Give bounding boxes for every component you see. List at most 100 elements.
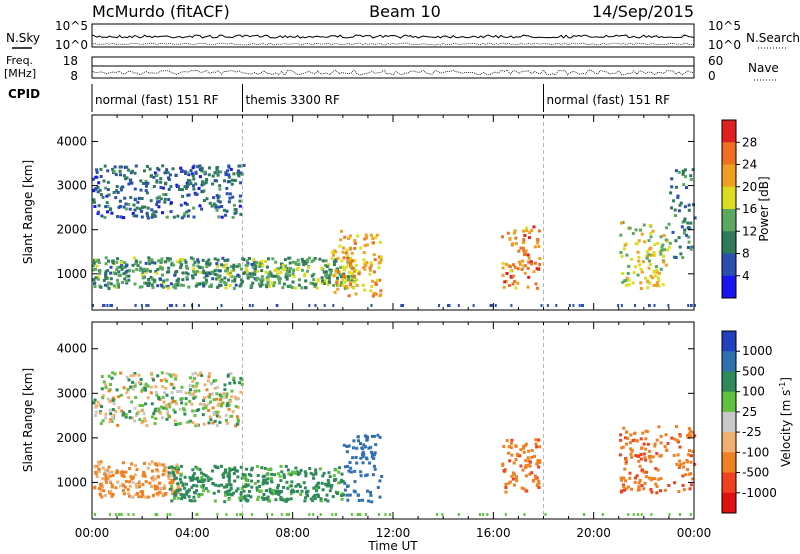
power-cell (252, 262, 256, 266)
velocity-cell (271, 513, 274, 516)
velocity-cell (131, 480, 135, 484)
power-cell (185, 185, 189, 188)
velocity-cell (122, 386, 126, 390)
power-cell (118, 265, 122, 269)
velocity-cell (153, 487, 157, 491)
velocity-cell (655, 491, 659, 495)
power-cell (265, 285, 269, 289)
power-cell (537, 267, 541, 271)
velocity-cell (128, 494, 131, 498)
power-cell (281, 267, 285, 271)
y-tick-label: 4000 (56, 342, 87, 356)
power-cell (123, 196, 127, 200)
velocity-cell (691, 449, 695, 453)
power-cell (662, 234, 666, 237)
power-cell (265, 276, 269, 279)
velocity-cell (317, 495, 320, 498)
velocity-cell (143, 461, 146, 465)
velocity-cell (505, 439, 509, 443)
velocity-cell (342, 493, 346, 497)
velocity-cell (166, 470, 170, 474)
power-cell (181, 194, 185, 198)
velocity-cell (135, 485, 139, 489)
velocity-cell (304, 496, 308, 500)
power-cell (129, 196, 133, 199)
velocity-cell (213, 499, 217, 503)
velocity-cell (663, 445, 667, 449)
nave-tick-top: 60 (708, 54, 723, 68)
velocity-cell (256, 498, 260, 502)
power-cell (368, 266, 372, 270)
velocity-cell (639, 457, 643, 461)
velocity-cell (101, 396, 105, 400)
velocity-cell (227, 477, 231, 481)
velocity-cell (101, 484, 105, 488)
power-cell (246, 273, 250, 277)
power-cell (335, 281, 339, 285)
power-cell (689, 221, 693, 225)
power-cell (261, 278, 265, 282)
power-cell (142, 269, 146, 273)
velocity-cell (233, 479, 237, 483)
velocity-cell (168, 487, 172, 491)
velocity-colorbar-swatch (722, 492, 736, 514)
velocity-cell (624, 487, 628, 491)
power-cell (251, 281, 255, 285)
velocity-cell (262, 493, 266, 496)
velocity-colorbar-swatch (722, 331, 736, 352)
power-cell (148, 167, 152, 171)
velocity-cell (628, 471, 632, 475)
power-cell (516, 267, 520, 271)
power-cell (187, 173, 191, 177)
velocity-cell (175, 402, 178, 406)
power-cell (198, 204, 202, 208)
velocity-cell (526, 456, 530, 460)
power-cell (287, 256, 291, 260)
power-cell (369, 289, 373, 293)
velocity-cell (289, 490, 293, 493)
velocity-cell (369, 493, 373, 497)
velocity-cell (634, 476, 637, 480)
power-cell (171, 167, 175, 171)
velocity-cell (274, 491, 278, 495)
power-cell (624, 283, 628, 287)
power-cell (324, 270, 328, 274)
velocity-cell (206, 489, 210, 493)
velocity-cell (141, 408, 145, 412)
velocity-cell (345, 445, 349, 448)
power-cell (103, 283, 107, 287)
velocity-cell (170, 391, 174, 395)
velocity-cell (657, 477, 661, 481)
power-cell (127, 278, 131, 282)
power-cell (196, 258, 200, 262)
power-cell (140, 304, 143, 307)
power-cell (104, 262, 108, 266)
velocity-cell (143, 419, 147, 423)
power-cell (193, 260, 197, 264)
velocity-cell (282, 485, 285, 489)
velocity-cell (157, 409, 161, 413)
power-cell (183, 185, 187, 189)
power-cell (523, 271, 527, 275)
velocity-cell (238, 496, 242, 500)
power-cell (693, 216, 697, 220)
power-cell (131, 269, 135, 273)
velocity-cell (189, 376, 192, 380)
power-cell (125, 269, 129, 273)
power-cell (291, 260, 295, 264)
power-cell (196, 264, 200, 268)
power-cell (371, 294, 375, 298)
power-cell (687, 240, 691, 244)
power-cell (369, 264, 373, 268)
velocity-cell (225, 404, 229, 408)
power-cell (324, 273, 328, 277)
velocity-cell (524, 465, 528, 469)
power-cell (143, 205, 147, 209)
power-cell (228, 284, 232, 288)
power-cell (362, 266, 366, 270)
velocity-cell (313, 493, 317, 497)
velocity-cell (684, 473, 688, 477)
power-cell (259, 284, 262, 288)
velocity-cell (227, 472, 231, 476)
power-cell (107, 287, 111, 290)
